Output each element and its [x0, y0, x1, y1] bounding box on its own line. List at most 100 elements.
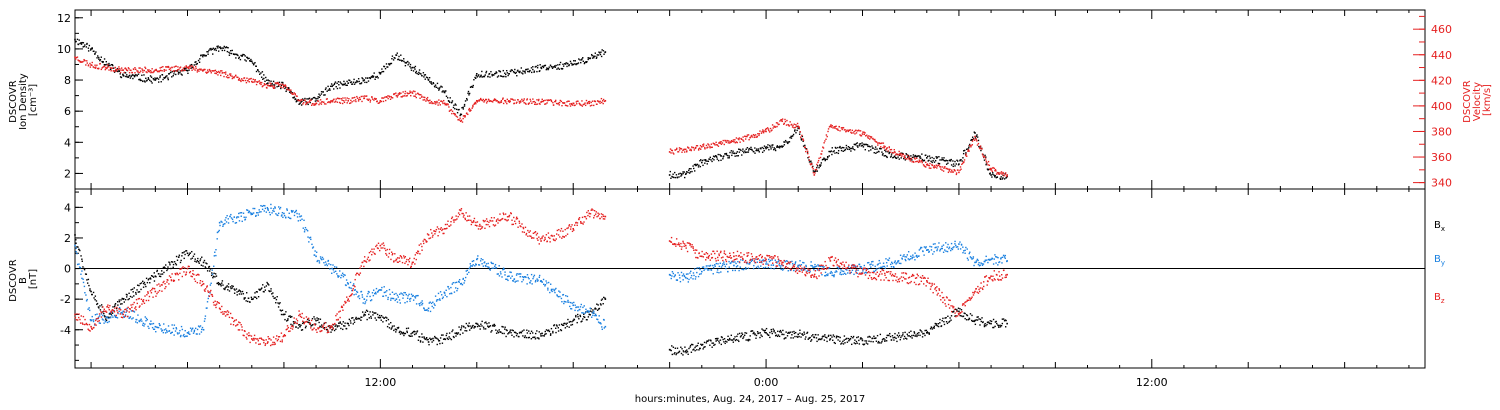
data-point [279, 83, 281, 86]
data-point [523, 70, 525, 73]
data-point [361, 294, 363, 296]
data-point [419, 97, 421, 99]
data-point [204, 266, 206, 268]
data-point [882, 146, 884, 149]
data-point [399, 330, 401, 333]
data-point [597, 100, 599, 103]
data-point [409, 91, 412, 94]
data-point [373, 72, 375, 74]
data-point [257, 80, 259, 83]
data-point [925, 154, 927, 156]
data-point [792, 337, 794, 339]
data-point [815, 168, 818, 171]
data-point [308, 319, 310, 322]
data-point [698, 147, 701, 149]
data-point [391, 327, 393, 329]
data-point [928, 251, 930, 253]
data-point [444, 103, 446, 106]
data-point [462, 106, 464, 109]
data-point [421, 300, 423, 302]
data-point [769, 336, 771, 339]
data-point [416, 294, 418, 297]
data-point [714, 264, 716, 266]
data-point [149, 70, 152, 72]
data-point [219, 46, 222, 48]
data-point [601, 49, 603, 51]
data-point [917, 155, 919, 157]
data-point [280, 215, 283, 217]
data-point [356, 97, 359, 99]
data-point [477, 255, 479, 257]
data-point [534, 66, 537, 68]
data-point [971, 319, 973, 322]
data-point [746, 151, 748, 153]
data-point [289, 315, 291, 317]
data-point [939, 159, 941, 161]
data-point [780, 119, 783, 121]
data-point [896, 262, 898, 264]
data-point [928, 159, 930, 162]
data-point [530, 330, 533, 332]
data-point [290, 323, 292, 326]
data-point [464, 327, 467, 329]
data-point [281, 81, 283, 84]
data-point [275, 213, 277, 215]
data-point [703, 341, 706, 344]
data-point [219, 224, 221, 227]
data-point [706, 267, 708, 270]
data-point [912, 254, 914, 256]
data-point [785, 260, 787, 262]
data-point [80, 43, 83, 45]
data-point [839, 273, 841, 275]
y-tick-label: 10 [57, 43, 71, 56]
data-point [575, 314, 577, 317]
data-point [499, 271, 502, 273]
data-point [162, 266, 165, 269]
data-point [494, 98, 497, 101]
data-point [570, 62, 572, 64]
data-point [586, 61, 588, 63]
data-point [902, 334, 904, 336]
data-point [398, 59, 401, 61]
data-point [118, 66, 120, 68]
data-point [904, 256, 906, 258]
data-point [695, 147, 697, 149]
data-point [428, 102, 431, 104]
data-point [555, 327, 557, 329]
data-point [455, 332, 458, 335]
data-point [194, 327, 197, 330]
data-point [483, 328, 485, 330]
data-point [171, 76, 173, 78]
data-point [536, 280, 539, 282]
data-point [480, 258, 482, 260]
data-point [246, 300, 249, 303]
data-point [703, 159, 705, 161]
data-point [755, 337, 757, 339]
data-point [555, 287, 557, 290]
data-point [396, 301, 399, 303]
data-point [343, 101, 346, 104]
data-point [236, 216, 238, 218]
data-point [956, 159, 958, 162]
data-point [571, 323, 574, 326]
data-point [383, 291, 386, 294]
data-point [367, 99, 370, 102]
data-point [810, 339, 813, 341]
data-point [921, 158, 924, 161]
data-point [262, 78, 264, 80]
data-point [231, 77, 234, 80]
data-point [592, 314, 594, 317]
data-point [338, 275, 340, 277]
data-point [585, 311, 587, 313]
data-point [584, 312, 586, 314]
data-point [130, 69, 132, 72]
data-point [687, 281, 690, 283]
data-point [160, 81, 162, 83]
data-point [731, 154, 733, 157]
data-point [89, 66, 92, 68]
data-point [260, 288, 262, 290]
data-point [792, 135, 794, 137]
data-point [171, 331, 173, 334]
data-point [694, 346, 696, 349]
